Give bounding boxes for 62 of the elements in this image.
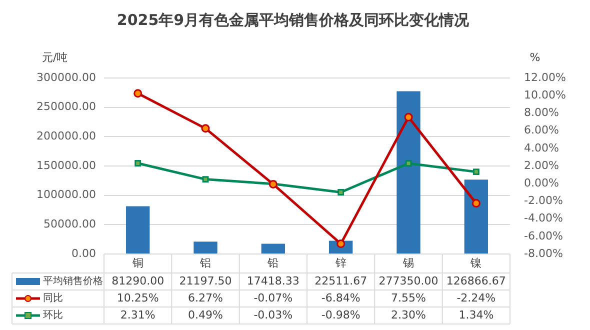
x-tick-label: 铜 <box>131 256 144 270</box>
y-tick-label: 50000.00 <box>44 218 96 231</box>
data-label: 10.25% <box>116 291 159 304</box>
data-label: -0.07% <box>254 291 293 304</box>
chart-title: 2025年9月有色金属平均销售价格及同环比变化情况 <box>116 10 470 29</box>
bar <box>396 91 420 254</box>
y2-tick-label: 10.00% <box>524 88 566 102</box>
bar <box>194 242 218 254</box>
bar <box>126 206 150 254</box>
data-label: 6.27% <box>188 291 223 304</box>
data-label: 126866.67 <box>446 274 506 288</box>
point <box>472 168 480 176</box>
data-label: -2.24% <box>456 291 496 304</box>
point <box>404 112 413 122</box>
data-label: 2.30% <box>391 308 426 322</box>
data-label: 0.49% <box>188 308 223 322</box>
data-label: 17418.33 <box>246 274 300 288</box>
x-tick-label: 铝 <box>199 256 211 270</box>
legend-label: 同比 <box>43 292 63 304</box>
data-label: -0.98% <box>321 308 360 322</box>
x-tick-label: 铅 <box>266 256 279 270</box>
y2-tick-label: -6.00% <box>524 229 563 242</box>
data-label: -0.03% <box>254 308 293 322</box>
y2-tick-label: 0.00% <box>524 176 559 190</box>
data-label: 7.55% <box>391 291 426 304</box>
data-label: 21197.50 <box>179 274 232 288</box>
data-label: 81290.00 <box>112 274 164 288</box>
point <box>405 160 412 167</box>
data-label: 1.34% <box>458 308 494 322</box>
y2-tick-label: -8.00% <box>524 246 563 260</box>
point <box>472 199 480 208</box>
data-label: 22511.67 <box>314 274 368 288</box>
y-tick-label: 150000.00 <box>36 158 96 172</box>
x-tick-label: 锌 <box>334 256 346 270</box>
point <box>201 124 210 133</box>
point <box>202 176 209 183</box>
point <box>134 89 142 98</box>
y2-tick-label: 6.00% <box>524 124 559 137</box>
y2-axis-title: % <box>530 50 540 64</box>
legend-label: 环比 <box>43 309 63 322</box>
y-tick-label: 250000.00 <box>36 100 96 114</box>
point <box>338 189 344 196</box>
y2-tick-label: 2.00% <box>524 158 559 172</box>
point <box>134 160 142 166</box>
y2-tick-label: 4.00% <box>524 141 559 154</box>
data-label: -6.84% <box>321 291 360 304</box>
y-axis-title: 元/吨 <box>42 50 68 64</box>
y-tick-label: 300000.00 <box>36 70 96 84</box>
y-tick-label: 200000.00 <box>36 130 96 143</box>
x-tick-label: 镍 <box>470 256 482 270</box>
data-label: 277350.00 <box>378 274 438 288</box>
x-tick-label: 锡 <box>402 256 414 270</box>
y2-tick-label: -4.00% <box>524 212 563 225</box>
y2-tick-label: 8.00% <box>524 106 559 120</box>
y-tick-label: 0.00 <box>72 246 96 260</box>
y2-tick-label: 12.00% <box>524 70 566 84</box>
legend-label: 平均销售价格 <box>43 275 103 288</box>
bar <box>464 180 488 254</box>
y-tick-label: 100000.00 <box>36 188 96 202</box>
bar <box>261 244 286 254</box>
data-label: 2.31% <box>120 308 156 322</box>
y2-tick-label: -2.00% <box>524 194 563 208</box>
